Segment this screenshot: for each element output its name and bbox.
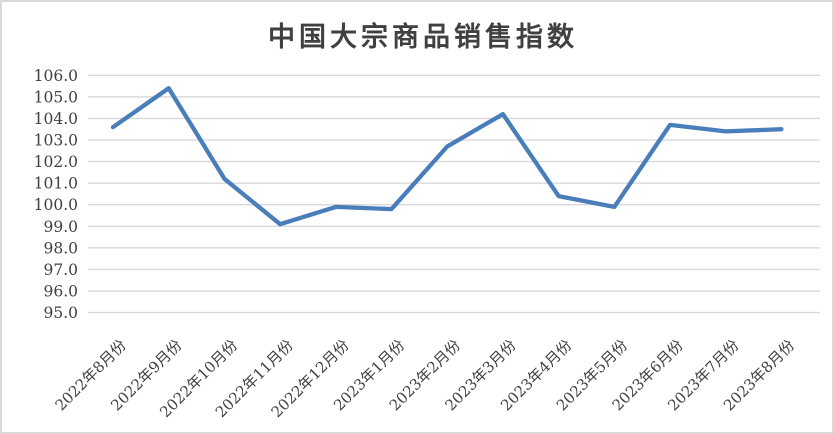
gridlines-group	[88, 74, 820, 314]
y-tick-label: 96.0	[43, 283, 78, 301]
y-tick-label: 97.0	[43, 261, 78, 279]
series-line	[110, 86, 784, 227]
y-axis-labels-group: 106.0 105.0 104.0 103.0 102.0 101.0 100.0 99.0 9…	[34, 67, 78, 322]
y-tick-label: 106.0	[34, 67, 78, 85]
y-tick-label: 95.0	[43, 304, 78, 322]
y-tick-label: 99.0	[43, 218, 78, 236]
y-tick-label: 104.0	[34, 110, 78, 128]
y-tick-label: 105.0	[34, 88, 78, 106]
x-axis-labels-group: 2022年8月份2022年9月份2022年10月份2022年11月份2022年1…	[52, 336, 799, 421]
series-group	[110, 86, 784, 227]
y-tick-label: 102.0	[34, 153, 78, 171]
y-tick-label: 103.0	[34, 132, 78, 150]
chart-title: 中国大宗商品销售指数	[268, 21, 578, 53]
y-tick-label: 100.0	[34, 196, 78, 214]
y-tick-label: 98.0	[43, 239, 78, 257]
y-tick-label: 101.0	[34, 175, 78, 193]
